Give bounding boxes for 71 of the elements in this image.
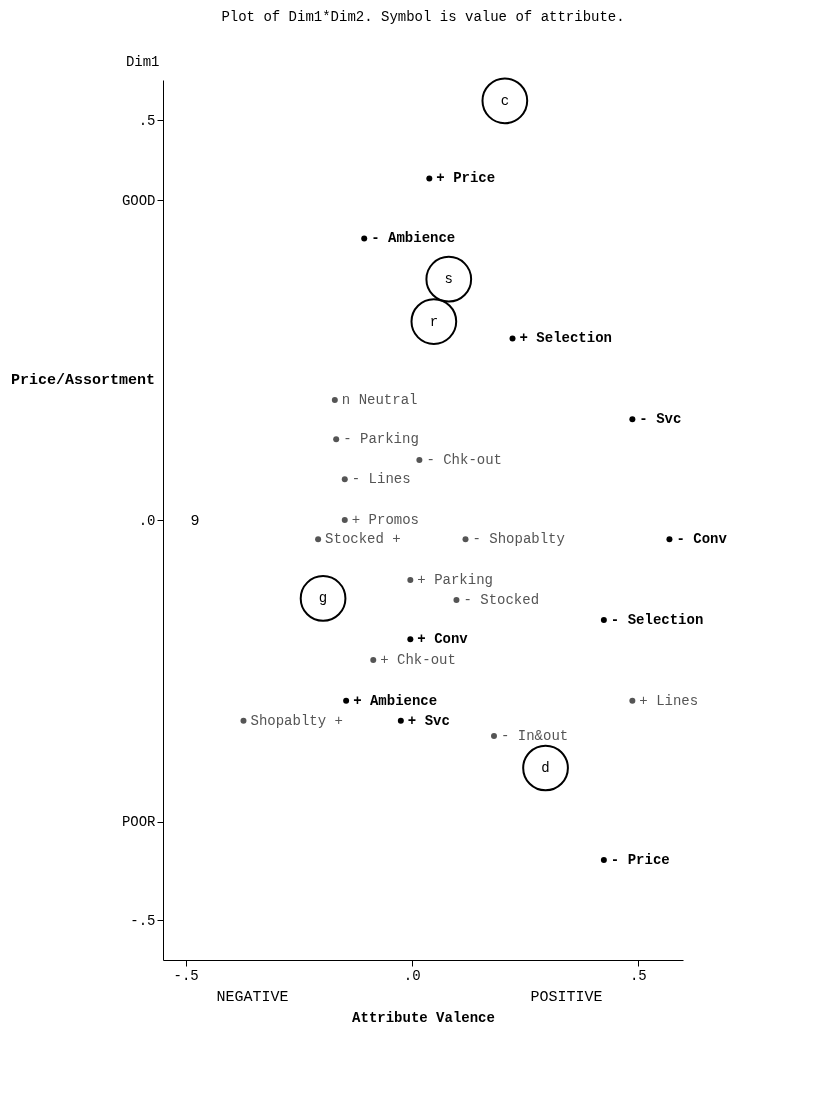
data-label: c (500, 92, 510, 109)
data-label: - Chk-out (426, 452, 503, 468)
data-label: - Parking (343, 431, 419, 448)
y-tick-label: GOOD (121, 192, 156, 209)
data-label: d (541, 760, 550, 776)
point (453, 597, 460, 603)
point (407, 577, 414, 583)
point (397, 717, 404, 724)
data-label: - Stocked (463, 592, 540, 608)
point (600, 857, 607, 863)
point (299, 575, 347, 622)
point (629, 697, 636, 704)
point (240, 717, 247, 724)
y-tick-label: -.5 (130, 912, 156, 929)
point (462, 536, 469, 543)
y-tick-label: .0 (138, 512, 156, 529)
data-label: n Neutral (341, 392, 418, 408)
data-label: s (444, 271, 453, 288)
data-label: + Svc (407, 712, 450, 729)
point (600, 617, 607, 623)
point (522, 744, 569, 792)
point (315, 536, 322, 543)
point (629, 416, 636, 423)
text: POSITIVE (530, 989, 603, 1006)
chart-title: Plot of Dim1*Dim2. Symbol is value of attribute. (221, 9, 625, 25)
point (490, 733, 497, 739)
text: Price/Assortment (10, 372, 155, 390)
y-tick-label: .5 (138, 112, 156, 129)
data-label: - Conv (676, 531, 728, 548)
data-label: + Parking (417, 572, 493, 588)
x-tick-label: .5 (629, 967, 647, 984)
point (509, 335, 516, 342)
annotation: 9 (190, 513, 200, 530)
point (341, 476, 348, 483)
data-label: + Selection (519, 330, 612, 347)
x-axis-title: Attribute Valence (352, 1009, 495, 1026)
text: NEGATIVE (216, 989, 289, 1006)
data-label: + Lines (639, 692, 699, 709)
point (331, 397, 338, 403)
data-label: - Svc (639, 411, 682, 428)
data-label: g (318, 590, 328, 607)
point (666, 536, 673, 543)
y-tick-label: POOR (121, 814, 157, 831)
data-label: - Selection (610, 612, 704, 628)
x-tick-label: .0 (403, 967, 421, 984)
point (407, 636, 414, 643)
point (343, 697, 350, 704)
data-label: - Lines (351, 471, 411, 488)
point (416, 457, 423, 463)
y-axis-title: Dim1 (125, 53, 160, 70)
data-label: + Conv (417, 631, 469, 648)
point (333, 436, 340, 443)
data-label: - Price (610, 852, 670, 868)
data-label: r (429, 313, 439, 330)
data-label: Shopablty + (250, 712, 343, 729)
data-label: - Shopablty (472, 531, 565, 548)
point (426, 175, 433, 182)
point (481, 77, 529, 125)
data-label: + Promos (351, 512, 419, 528)
point (361, 235, 368, 242)
data-label: + Price (436, 170, 496, 187)
data-label: Stocked + (325, 531, 401, 548)
point (341, 517, 348, 523)
data-label: + Chk-out (380, 652, 456, 668)
point (410, 298, 458, 345)
point (425, 255, 473, 303)
data-label: + Ambience (353, 692, 438, 709)
data-label: - In&out (500, 728, 569, 744)
data-label: - Ambience (371, 230, 456, 247)
point (370, 657, 377, 663)
x-tick-label: -.5 (173, 967, 199, 984)
